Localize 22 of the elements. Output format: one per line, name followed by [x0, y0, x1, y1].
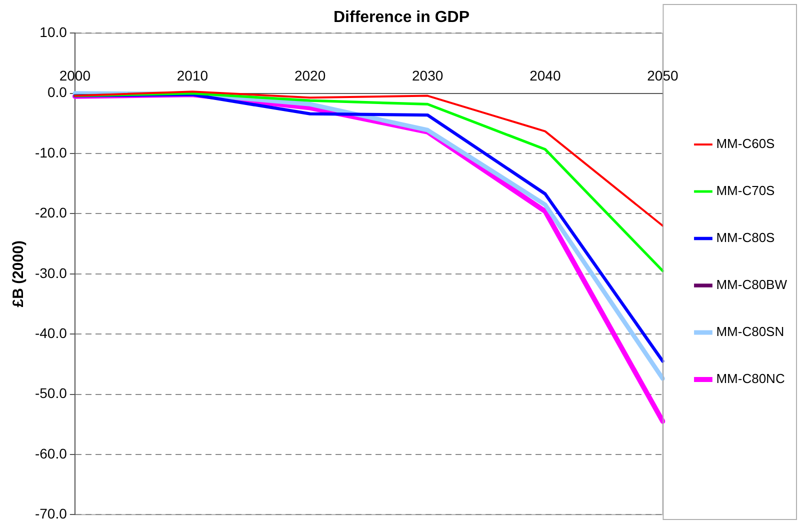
y-axis-title: £B (2000) [10, 240, 28, 308]
x-tick-label: 2020 [294, 68, 326, 84]
legend-label: MM-C80NC [716, 371, 785, 386]
y-tick-label: 10.0 [40, 24, 68, 40]
x-tick-label: 2010 [176, 68, 208, 84]
y-tick-label: -20.0 [34, 204, 68, 221]
legend-label: MM-C80S [716, 230, 776, 246]
y-tick-label: -70.0 [34, 505, 68, 522]
y-tick-label: -30.0 [34, 264, 68, 281]
y-tick-label: -60.0 [34, 445, 68, 462]
y-tick-label: 0.0 [47, 84, 68, 100]
x-tick-label: 2030 [412, 68, 444, 84]
chart-title: Difference in GDP [333, 9, 470, 26]
x-tick-label: 2040 [530, 68, 561, 84]
legend-label: MM-C80BW [716, 277, 788, 292]
y-tick-label: -10.0 [34, 144, 68, 160]
legend-label: MM-C70S [716, 183, 776, 198]
y-tick-label: -50.0 [34, 385, 68, 402]
x-tick-label: 2050 [647, 68, 679, 84]
legend-label: MM-C60S [716, 136, 776, 152]
y-tick-label: -40.0 [34, 324, 68, 341]
legend-label: MM-C80SN [716, 324, 784, 340]
